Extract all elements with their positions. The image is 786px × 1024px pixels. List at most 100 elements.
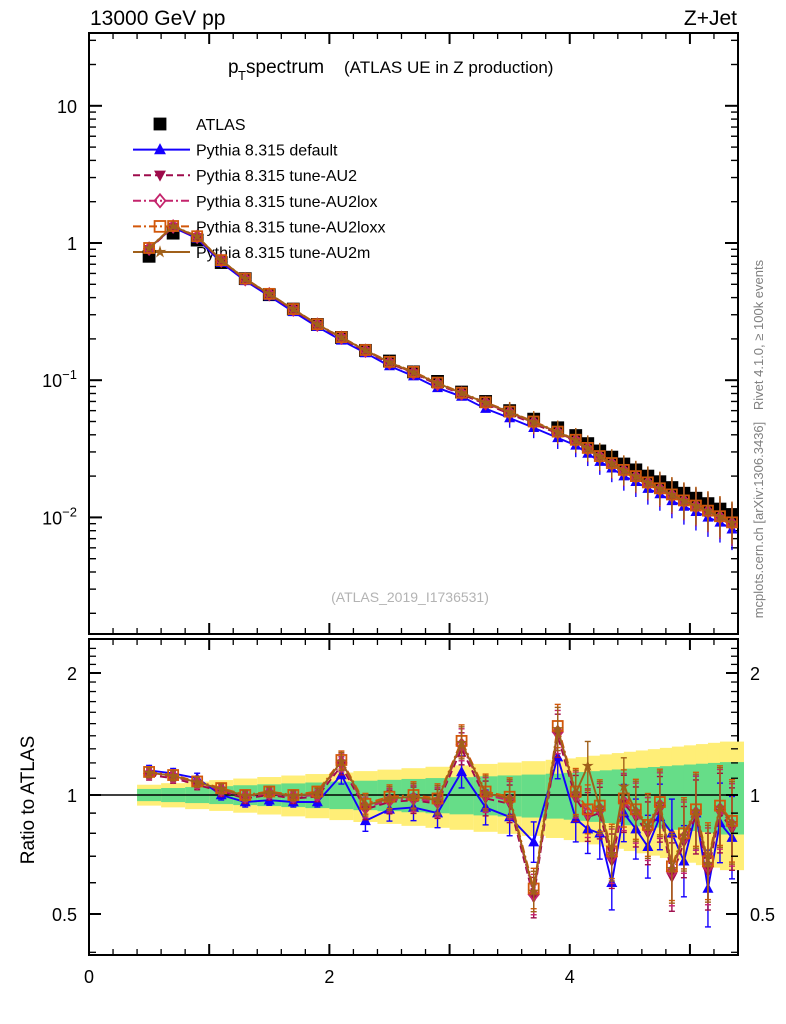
- data-marker-star: [581, 442, 594, 454]
- data-marker-star: [593, 801, 606, 813]
- data-marker-star: [167, 769, 180, 781]
- main-panel-frame: [88, 32, 739, 635]
- ratio-panel-data: [142, 703, 739, 928]
- data-marker-star: [653, 797, 666, 809]
- legend: ATLAS Pythia 8.315 default Pythia 8.315 tu…: [133, 117, 385, 262]
- x-tick-label: 2: [324, 967, 334, 987]
- data-marker-star: [431, 377, 444, 389]
- ratio-y-tick-label-right: 2: [750, 664, 760, 684]
- ratio-y-tick-label: 0.5: [52, 905, 77, 925]
- data-marker-star: [239, 272, 252, 284]
- ratio-y-tick-label-right: 1: [750, 786, 760, 806]
- data-marker-star: [726, 516, 738, 529]
- data-marker-star: [359, 799, 372, 811]
- data-marker-star: [527, 885, 540, 897]
- data-marker-square: [153, 117, 167, 131]
- legend-item[interactable]: Pythia 8.315 tune-AU2m: [133, 245, 370, 262]
- legend-label: Pythia 8.315 tune-AU2lox: [196, 194, 377, 211]
- data-marker-star: [215, 782, 228, 795]
- data-marker-star: [569, 786, 582, 799]
- data-marker-star: [629, 470, 642, 482]
- x-tick-label: 0: [84, 967, 94, 987]
- legend-item[interactable]: Pythia 8.315 tune-AU2loxx: [133, 219, 385, 236]
- main-y-tick-label: 10: [57, 97, 77, 117]
- plot-title-p: p: [228, 57, 239, 78]
- data-marker-triangle-down: [154, 170, 166, 182]
- data-marker-star: [689, 804, 702, 817]
- data-marker-star: [455, 736, 468, 748]
- data-marker-star: [714, 510, 726, 522]
- plot-title-subscript: T: [238, 68, 246, 83]
- data-marker-star: [407, 790, 420, 802]
- rivet-version-label: Rivet 4.1.0, ≥ 100k events: [751, 259, 766, 410]
- ratio-series-line: [148, 753, 733, 889]
- data-marker-star: [581, 759, 594, 771]
- legend-label: Pythia 8.315 tune-AU2m: [196, 245, 370, 262]
- data-marker-triangle-up: [528, 836, 540, 847]
- data-marker-star: [287, 789, 300, 801]
- ratio-y-tick-label: 1: [67, 786, 77, 806]
- main-panel-y-tick-labels: 10 1 10−1 10−2: [42, 97, 77, 529]
- data-marker-star: [605, 457, 618, 469]
- header-beam-label: 13000 GeV pp: [90, 7, 225, 30]
- data-marker-star: [239, 789, 252, 801]
- data-marker-star: [263, 287, 276, 300]
- data-marker-star: [641, 820, 654, 833]
- plot-title-rest: spectrum: [246, 57, 324, 78]
- data-marker-star: [383, 792, 396, 804]
- legend-label: Pythia 8.315 default: [196, 143, 338, 160]
- data-marker-star: [629, 804, 642, 817]
- ratio-series-line: [148, 728, 733, 892]
- data-marker-square-open: [581, 803, 594, 816]
- data-marker-triangle-up: [456, 765, 468, 777]
- data-marker-star: [153, 245, 167, 258]
- data-marker-star: [287, 302, 300, 315]
- data-marker-star: [605, 847, 618, 859]
- data-marker-star: [641, 476, 654, 488]
- data-marker-star: [167, 219, 180, 232]
- data-marker-star: [215, 254, 228, 266]
- data-marker-star: [503, 792, 516, 804]
- data-marker-star: [503, 405, 516, 418]
- data-marker-star: [689, 499, 702, 512]
- ratio-y-tick-label-right: 0.5: [750, 905, 775, 925]
- mcplots-arxiv-label: mcplots.cern.ch [arXiv:1306.3436]: [751, 422, 766, 619]
- legend-item[interactable]: Pythia 8.315 default: [133, 143, 338, 160]
- data-marker-star: [359, 344, 372, 356]
- data-marker-star: [263, 786, 276, 798]
- data-marker-star: [335, 755, 348, 767]
- data-marker-star: [593, 450, 606, 462]
- data-marker-star: [677, 494, 690, 506]
- analysis-id-watermark: (ATLAS_2019_I1736531): [331, 589, 489, 605]
- legend-item[interactable]: Pythia 8.315 tune-AU2lox: [133, 192, 377, 211]
- data-marker-triangle-up: [154, 143, 166, 155]
- data-marker-diamond-open: [153, 192, 167, 209]
- data-marker-star: [383, 356, 396, 368]
- data-marker-star: [311, 318, 324, 330]
- data-marker-star: [714, 801, 726, 813]
- ratio-axis-label: Ratio to ATLAS: [18, 736, 39, 865]
- legend-item[interactable]: Pythia 8.315 tune-AU2: [133, 168, 357, 185]
- legend-item[interactable]: ATLAS: [153, 117, 246, 134]
- data-marker-star: [311, 786, 324, 799]
- plot-title: p T spectrum (ATLAS UE in Z production): [228, 57, 553, 83]
- data-marker-star: [143, 766, 156, 778]
- data-marker-star: [677, 829, 690, 841]
- data-marker-star: [702, 504, 714, 517]
- data-marker-star: [527, 415, 540, 428]
- ratio-panel-y-tick-labels: 210.5: [52, 664, 77, 925]
- main-panel-data: [142, 219, 739, 551]
- main-y-tick-label: 1: [67, 234, 77, 254]
- data-marker-star: [665, 488, 678, 500]
- data-marker-star: [191, 230, 204, 242]
- data-marker-star: [726, 816, 738, 828]
- ratio-panel-y-tick-labels-right: 210.5: [750, 664, 775, 925]
- main-y-tick-label: 10−1: [42, 367, 77, 391]
- data-marker-star: [653, 482, 666, 494]
- data-marker-star: [617, 464, 630, 476]
- data-marker-square-open: [153, 220, 167, 233]
- x-tick-labels: 0 2 4: [84, 967, 575, 987]
- data-marker-star: [665, 862, 678, 875]
